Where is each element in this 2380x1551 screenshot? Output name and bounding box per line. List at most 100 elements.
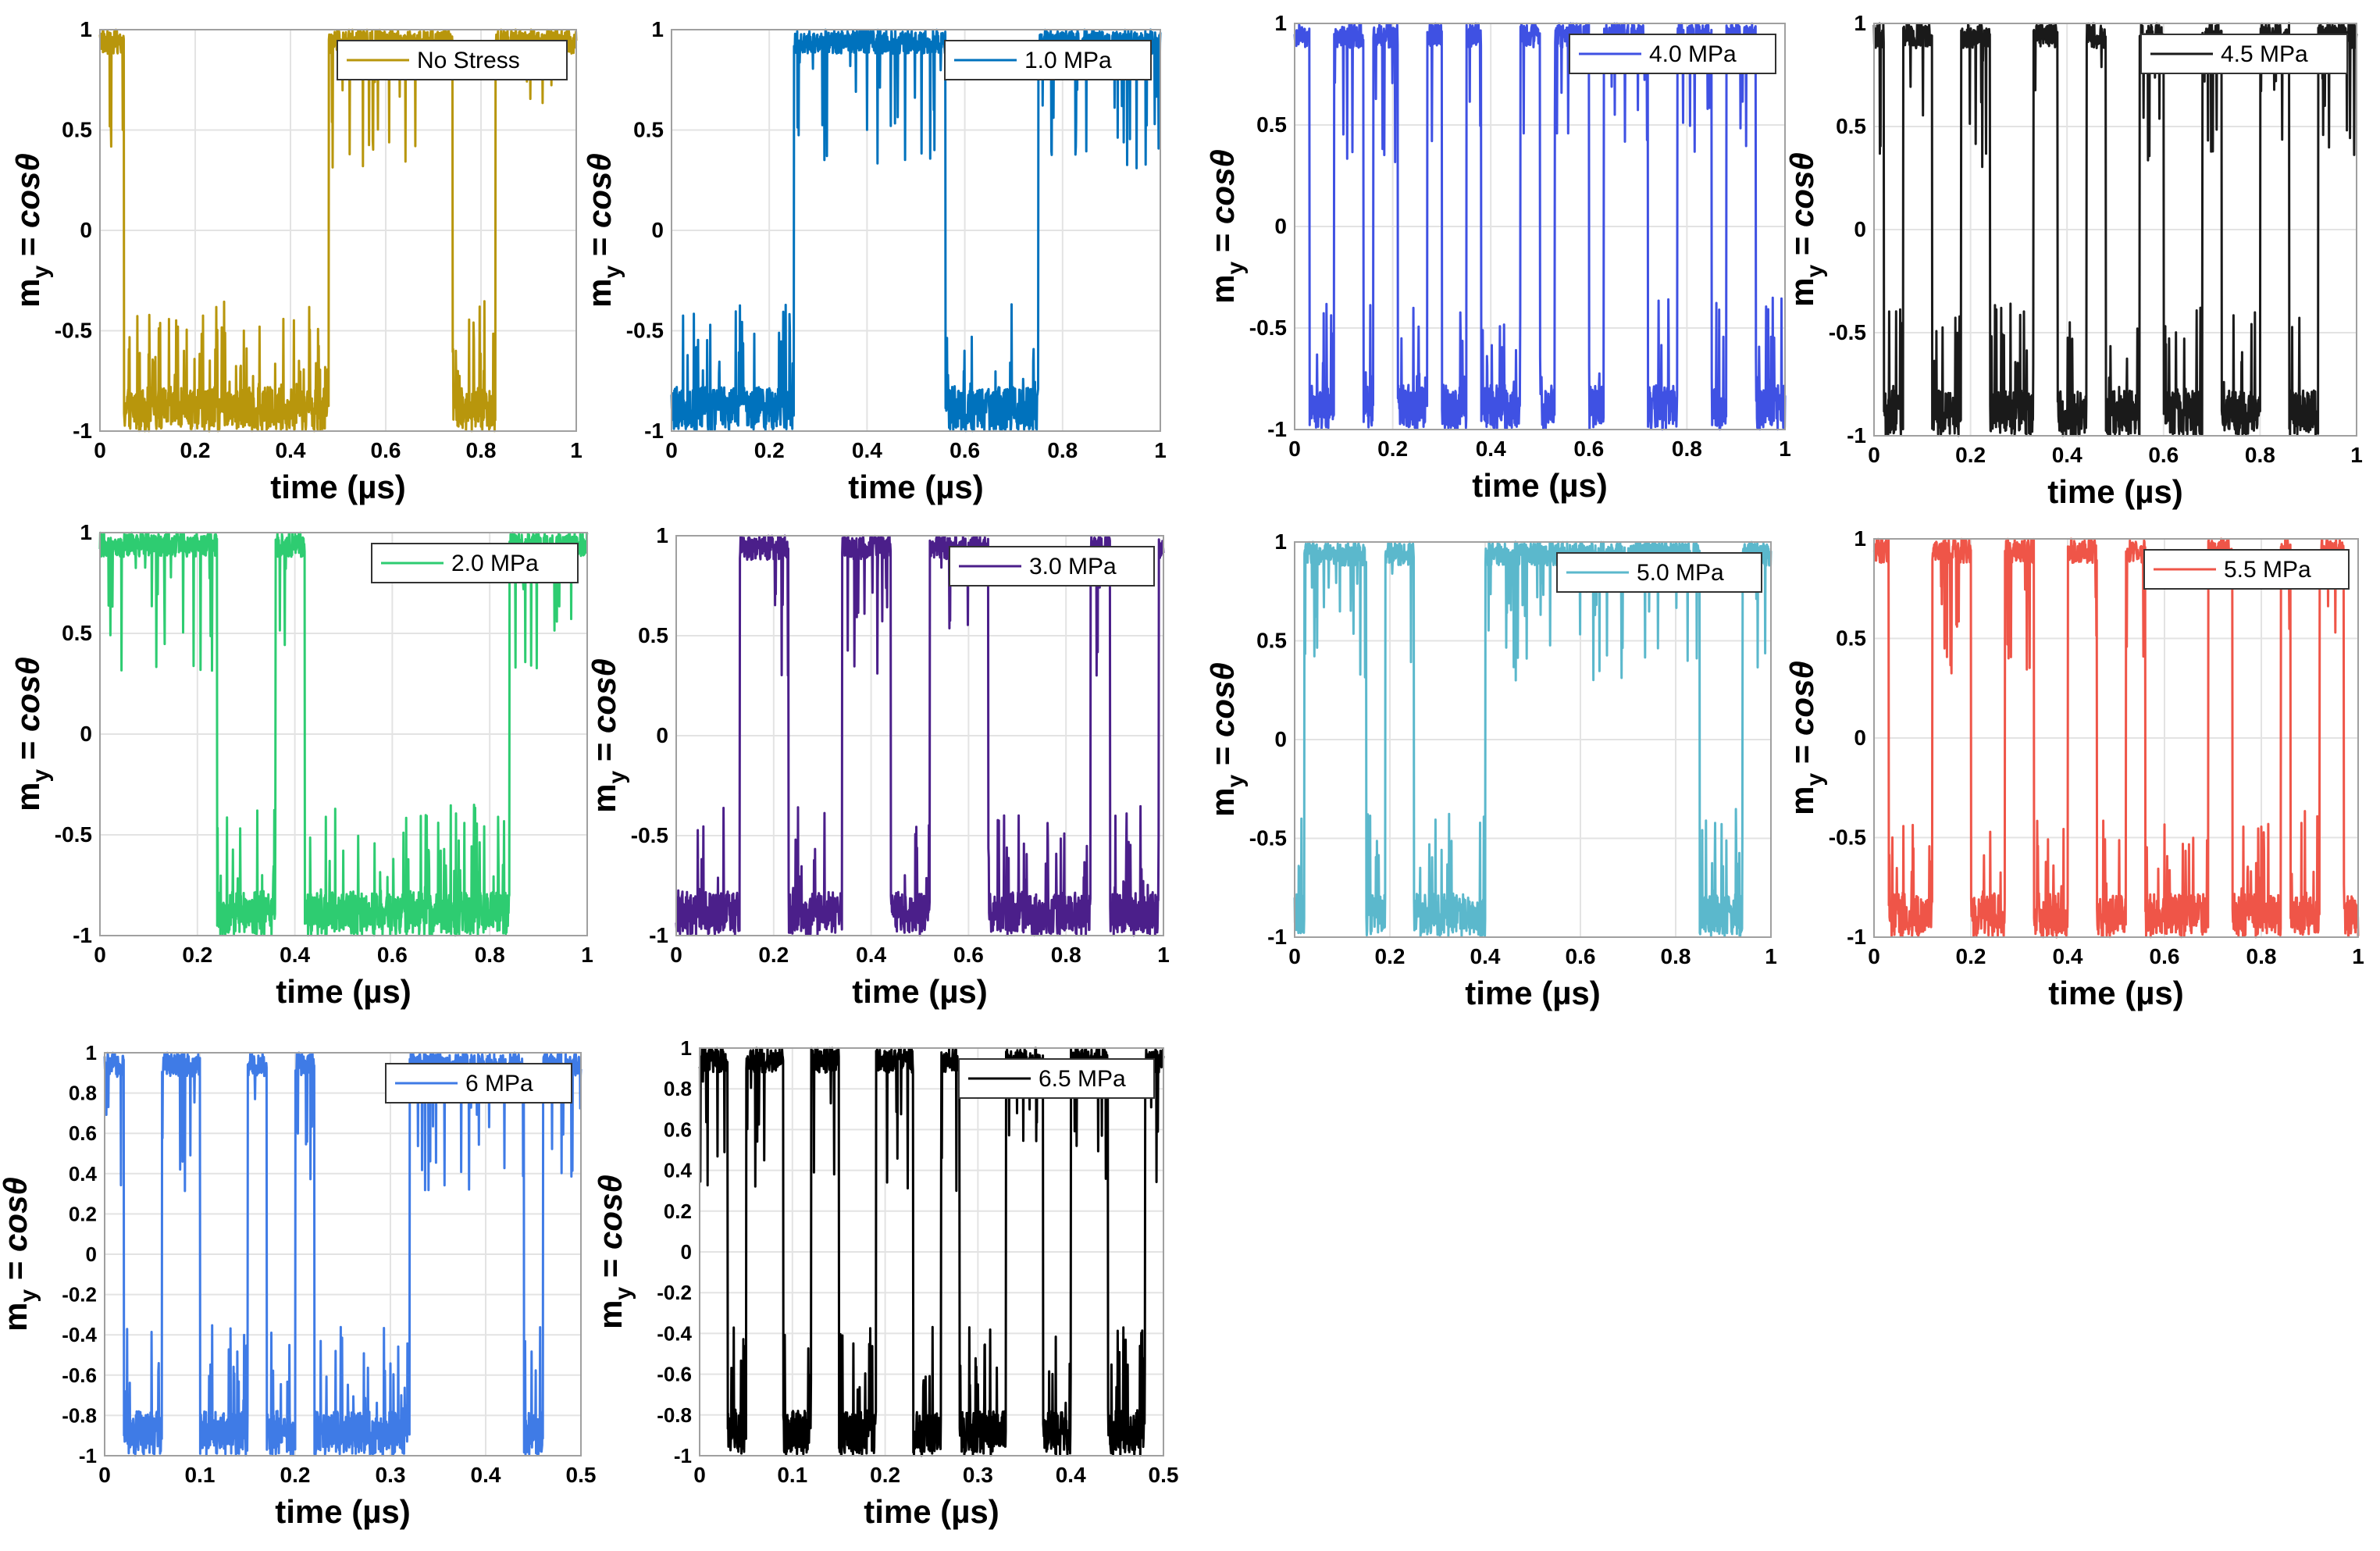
legend: 2.0 MPa	[371, 543, 579, 583]
y-axis-label: my = cosθ	[9, 153, 54, 308]
series-line	[1872, 537, 2360, 939]
x-tick-label: 0	[693, 1463, 706, 1487]
y-tick-label: -0.5	[55, 319, 92, 343]
legend: 6 MPa	[385, 1063, 572, 1104]
x-tick-label: 0	[670, 943, 682, 967]
chart-7: -1 -0.5 0 0.5 1 0 0.2 0.4 0.6 0.8 1 time (µs) my = c…	[1204, 529, 1777, 1011]
x-tick-label: 1	[2352, 944, 2364, 968]
x-tick-label: 0.6	[1573, 437, 1604, 461]
legend-label: 6 MPa	[465, 1071, 533, 1096]
x-tick-label: 1	[1157, 943, 1170, 967]
chart-2: -1 -0.5 0 0.5 1 0 0.2 0.4 0.6 0.8 1 time (µs) my = c…	[581, 17, 1167, 505]
x-axis-label: time (µs)	[270, 469, 406, 505]
x-tick-label: 0.6	[1566, 944, 1596, 968]
y-tick-label: -1	[79, 1444, 97, 1467]
x-tick-label: 0.2	[182, 943, 212, 967]
y-tick-label: 0	[651, 218, 664, 242]
chart-8: -1 -0.5 0 0.5 1 0 0.2 0.4 0.6 0.8 1 time (µs) my = c…	[1783, 526, 2364, 1011]
y-tick-label: 1	[1274, 11, 1287, 35]
y-tick-label: -1	[1847, 925, 1866, 949]
x-tick-label: 0.2	[1377, 437, 1408, 461]
y-tick-label: 0	[86, 1243, 97, 1266]
x-tick-label: 0.6	[2148, 443, 2179, 467]
x-tick-label: 0.3	[376, 1463, 406, 1487]
y-tick-label: 0	[656, 723, 668, 747]
x-axis-label: time (µs)	[1472, 467, 1608, 504]
y-tick-label: -1	[1267, 417, 1287, 441]
y-tick-label: 0.8	[664, 1077, 692, 1100]
x-axis-label: time (µs)	[276, 973, 412, 1010]
y-tick-label: 0.5	[1836, 114, 1866, 138]
axes-box	[1873, 538, 2359, 938]
x-axis-label: time (µs)	[852, 973, 988, 1010]
x-tick-label: 0.2	[180, 438, 211, 462]
x-tick-label: 0.4	[280, 943, 310, 967]
x-tick-label: 0.4	[276, 438, 306, 462]
x-tick-label: 0.1	[185, 1463, 216, 1487]
y-axis-label: my = cosθ	[592, 1175, 636, 1329]
y-tick-label: -0.4	[657, 1321, 692, 1345]
x-tick-label: 0	[98, 1463, 111, 1487]
x-tick-label: 0.4	[2052, 443, 2082, 467]
x-tick-label: 0.8	[1661, 944, 1691, 968]
legend-label: 5.0 MPa	[1637, 560, 1724, 586]
x-tick-label: 0.4	[852, 438, 882, 462]
y-tick-label: 0.5	[62, 118, 92, 142]
x-tick-label: 0.6	[371, 438, 401, 462]
y-tick-label: 0.5	[1256, 112, 1287, 137]
x-axis-label: time (µs)	[1465, 975, 1601, 1011]
y-tick-label: -1	[73, 923, 92, 947]
y-tick-label: 0	[681, 1240, 692, 1264]
x-tick-label: 0.6	[953, 943, 984, 967]
x-tick-label: 0	[665, 438, 678, 462]
y-tick-label: 0	[1274, 214, 1287, 238]
legend-label: 4.5 MPa	[2221, 41, 2308, 67]
x-axis-label: time (µs)	[848, 469, 984, 505]
y-axis-label: my = cosθ	[9, 657, 54, 811]
y-tick-label: 0	[1274, 727, 1287, 751]
legend: 3.0 MPa	[949, 546, 1155, 587]
axes-box	[99, 532, 588, 936]
legend-label: No Stress	[417, 48, 520, 73]
axes-box	[1294, 23, 1786, 430]
x-tick-label: 0.4	[2053, 944, 2083, 968]
y-tick-label: 0.6	[664, 1118, 692, 1141]
legend: 1.0 MPa	[944, 40, 1152, 80]
y-tick-label: -0.4	[62, 1323, 97, 1346]
x-tick-label: 1	[2350, 443, 2363, 467]
y-tick-label: -0.5	[631, 823, 668, 847]
y-tick-label: 1	[80, 520, 92, 544]
y-axis-label: my = cosθ	[1783, 152, 1828, 307]
x-tick-label: 0.5	[566, 1463, 597, 1487]
x-tick-label: 0.8	[1672, 437, 1702, 461]
legend-label: 3.0 MPa	[1029, 554, 1117, 579]
legend: 6.5 MPa	[958, 1058, 1155, 1099]
y-tick-label: 1	[656, 523, 668, 547]
y-tick-label: -0.5	[1829, 320, 1866, 344]
x-tick-label: 0	[1868, 443, 1880, 467]
y-tick-label: -0.6	[62, 1364, 97, 1387]
y-axis-label: my = cosθ	[586, 658, 630, 813]
x-tick-label: 0.2	[870, 1463, 900, 1487]
x-tick-label: 0	[1868, 944, 1880, 968]
y-tick-label: 0.8	[69, 1082, 97, 1105]
legend-label: 1.0 MPa	[1024, 48, 1112, 73]
x-tick-label: 0.6	[950, 438, 980, 462]
x-tick-label: 0.4	[1470, 944, 1501, 968]
y-tick-label: -0.5	[1249, 826, 1287, 850]
axes-box	[99, 29, 577, 432]
axes-box	[675, 535, 1164, 936]
x-tick-label: 0.6	[377, 943, 408, 967]
x-tick-label: 0.4	[856, 943, 886, 967]
y-tick-label: 0	[1854, 726, 1866, 750]
x-axis-label: time (µs)	[864, 1493, 999, 1530]
axes-box	[1873, 23, 2357, 437]
legend-label: 5.5 MPa	[2224, 557, 2311, 583]
y-tick-label: 0.5	[1836, 626, 1866, 651]
x-tick-label: 0.2	[1956, 944, 1986, 968]
chart-3: -1 -0.5 0 0.5 1 0 0.2 0.4 0.6 0.8 1 time (µs) my = c…	[1204, 11, 1791, 504]
y-tick-label: 1	[86, 1041, 97, 1064]
x-tick-label: 0.4	[1056, 1463, 1086, 1487]
axes-box	[699, 1047, 1164, 1457]
